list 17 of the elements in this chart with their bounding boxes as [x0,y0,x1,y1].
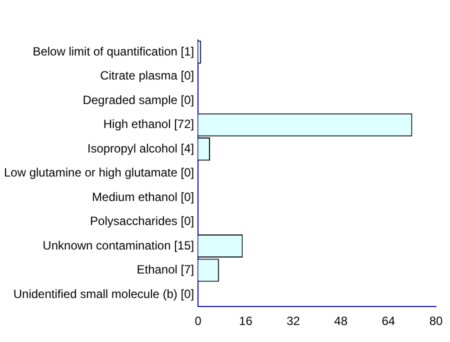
x-tick-label: 0 [194,314,202,328]
x-tick-label: 16 [239,314,253,328]
y-tick-label: High ethanol [72] [103,117,194,132]
y-tick-label: Unknown contamination [15] [42,238,194,252]
x-tick-label: 48 [334,314,348,328]
y-tick-label: Ethanol [7] [136,262,194,277]
y-tick-label: Isopropyl alcohol [4] [87,141,194,156]
y-tick-label: Below limit of quantification [1] [32,44,194,58]
y-tick-label: Polysaccharides [0] [90,214,194,228]
y-tick-label: Citrate plasma [0] [100,68,194,83]
y-tick-label: Unidentified small molecule (b) [0] [13,286,194,301]
x-tick-label: 32 [286,314,300,328]
y-tick-label: Medium ethanol [0] [92,190,194,204]
y-tick-label: Degraded sample [0] [82,92,194,107]
y-tick-label: Low glutamine or high glutamate [0] [4,166,194,180]
x-tick-label: 80 [429,314,443,328]
x-tick-label: 64 [382,314,396,328]
